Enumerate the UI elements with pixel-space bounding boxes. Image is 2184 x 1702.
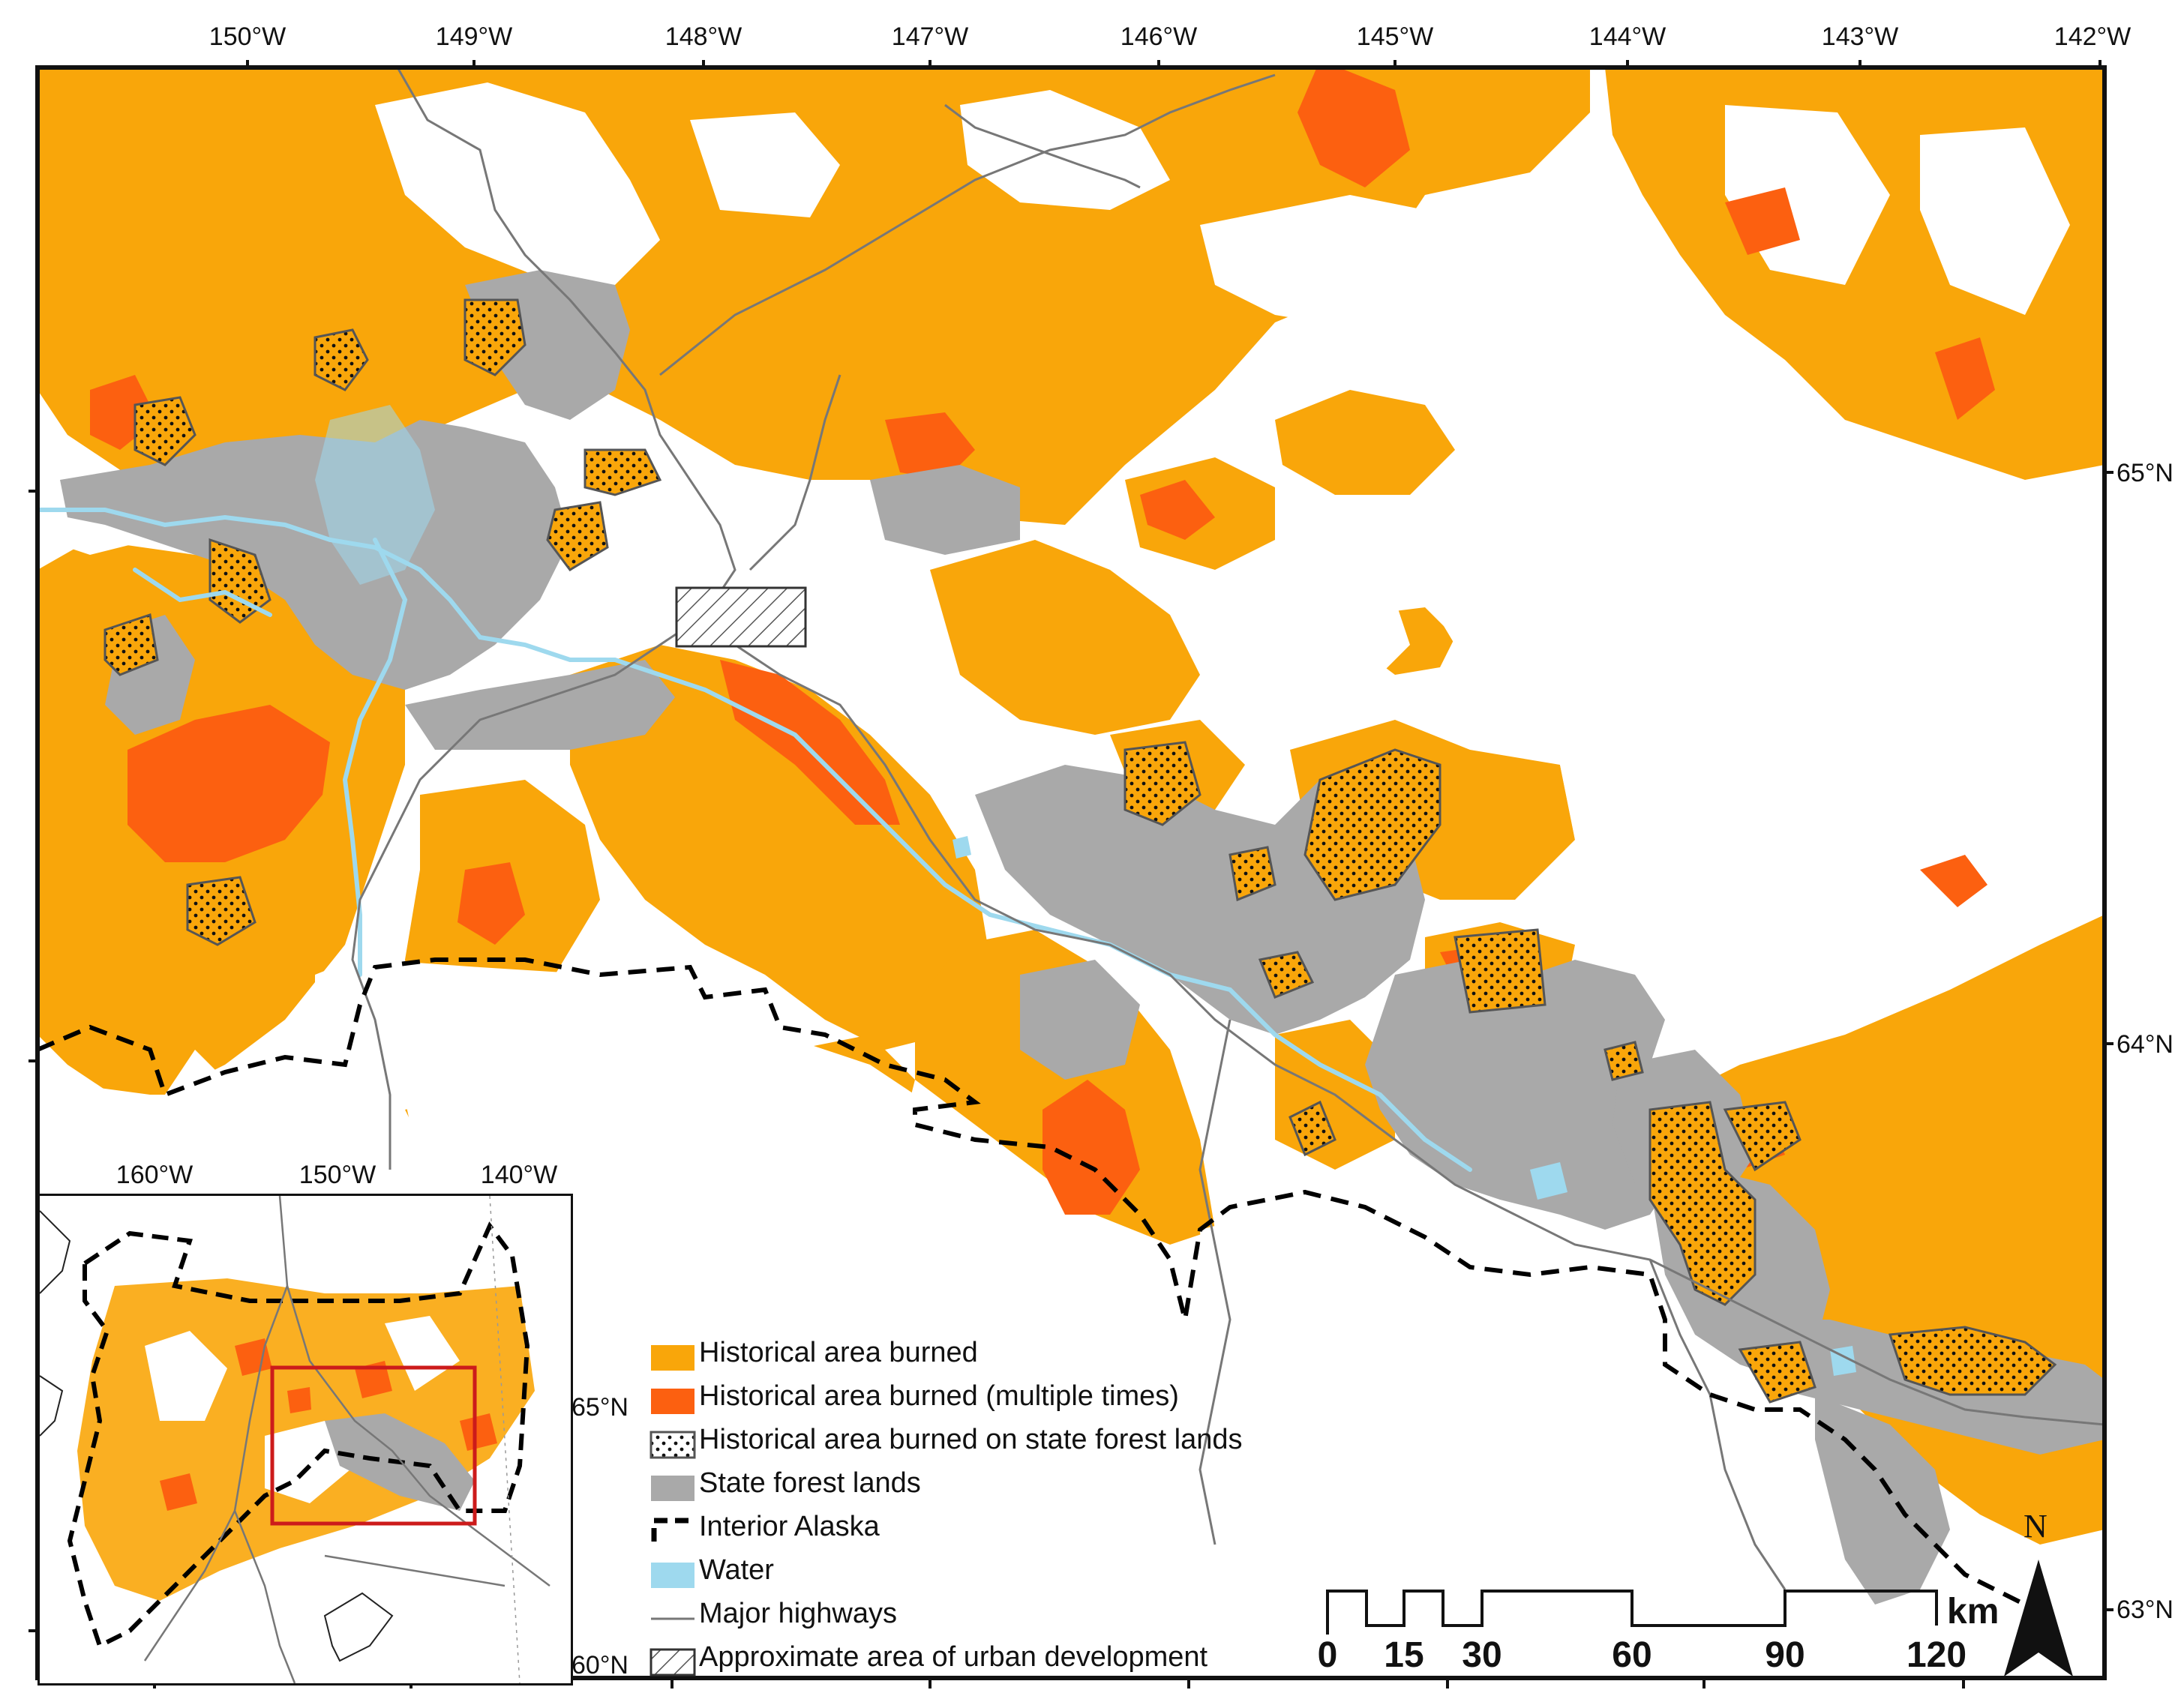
inset-lat-label: 60°N bbox=[572, 1651, 628, 1680]
lat-label: 63°N bbox=[2116, 1596, 2174, 1624]
legend-label: State forest lands bbox=[699, 1467, 921, 1499]
urban-development-area bbox=[675, 586, 807, 648]
legend-swatches bbox=[650, 1345, 696, 1677]
legend-item-highways: Major highways bbox=[645, 1597, 897, 1630]
top-ticks bbox=[246, 60, 2102, 67]
lon-label: 143°W bbox=[1821, 22, 1899, 51]
inset-lon-label: 150°W bbox=[298, 1161, 376, 1189]
legend-label: Interior Alaska bbox=[699, 1510, 880, 1542]
scale-label: 120 bbox=[1906, 1635, 1967, 1675]
legend-label: Historical area burned (multiple times) bbox=[699, 1380, 1179, 1412]
legend-item-burned-multiple: Historical area burned (multiple times) bbox=[645, 1380, 1179, 1413]
bottom-ticks bbox=[153, 1678, 1965, 1689]
scale-label: 90 bbox=[1765, 1635, 1805, 1675]
scale-label: 30 bbox=[1462, 1635, 1502, 1675]
inset-extent-box bbox=[270, 1365, 477, 1526]
burned-on-state-forest bbox=[104, 298, 2057, 1404]
legend-item-burned-state: Historical area burned on state forest l… bbox=[645, 1423, 1243, 1456]
legend-label: Historical area burned bbox=[699, 1336, 978, 1368]
lat-label: 64°N bbox=[2116, 1030, 2174, 1059]
legend-label: Major highways bbox=[699, 1597, 897, 1629]
inset-lon-label: 160°W bbox=[116, 1161, 194, 1189]
legend-item-burned: Historical area burned bbox=[645, 1336, 978, 1369]
lon-label: 146°W bbox=[1120, 22, 1198, 51]
state-forest-lands bbox=[60, 270, 2104, 1605]
inset-map bbox=[38, 1194, 573, 1686]
scale-label: 0 bbox=[1317, 1635, 1338, 1675]
scale-label: 60 bbox=[1612, 1635, 1652, 1675]
legend-item-urban: Approximate area of urban development bbox=[645, 1641, 1208, 1674]
legend-label: Historical area burned on state forest l… bbox=[699, 1423, 1243, 1455]
lon-label: 149°W bbox=[435, 22, 513, 51]
scale-label: 15 bbox=[1384, 1635, 1424, 1675]
scale-bar bbox=[1326, 1590, 1938, 1635]
lon-label: 147°W bbox=[891, 22, 969, 51]
lon-label: 150°W bbox=[208, 22, 286, 51]
legend-label: Approximate area of urban development bbox=[699, 1641, 1208, 1673]
lon-label: 148°W bbox=[664, 22, 742, 51]
scale-unit: km bbox=[1947, 1592, 2000, 1632]
legend-label: Water bbox=[699, 1554, 774, 1586]
lon-label: 144°W bbox=[1588, 22, 1666, 51]
north-label: N bbox=[2024, 1508, 2048, 1545]
lon-label: 142°W bbox=[2054, 22, 2132, 51]
north-arrow-icon bbox=[2004, 1560, 2073, 1677]
inset-lon-label: 140°W bbox=[480, 1161, 558, 1189]
interior-alaska-boundary bbox=[38, 957, 2057, 1637]
legend-item-state-forest: State forest lands bbox=[645, 1467, 921, 1500]
inset-lat-label: 65°N bbox=[572, 1393, 628, 1422]
lon-label: 145°W bbox=[1356, 22, 1434, 51]
legend-item-interior-alaska: Interior Alaska bbox=[645, 1510, 880, 1543]
lat-label: 65°N bbox=[2116, 459, 2174, 487]
side-ticks bbox=[28, 471, 2114, 1632]
legend-item-water: Water bbox=[645, 1554, 774, 1587]
map-border bbox=[35, 65, 2107, 1680]
